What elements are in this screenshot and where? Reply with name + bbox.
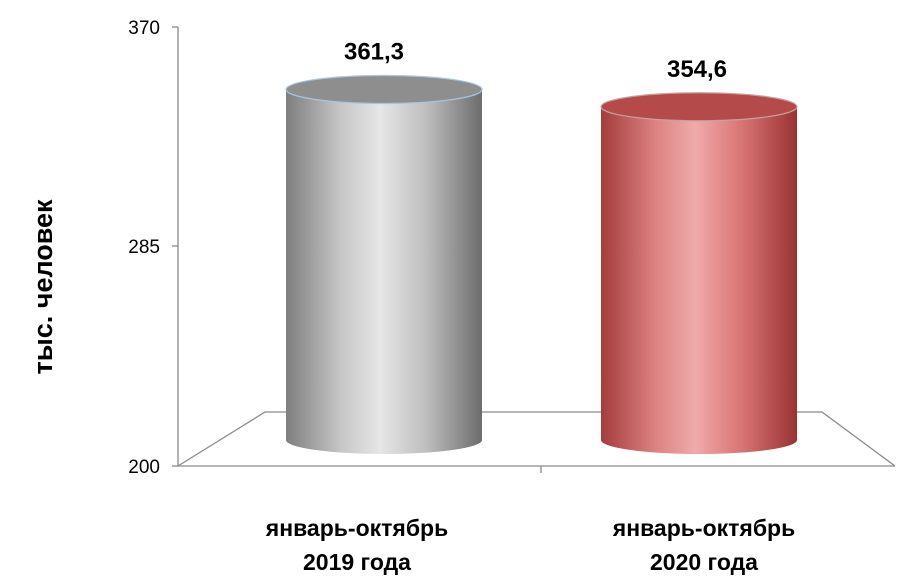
y-tick-labels: 370 285 200: [128, 18, 160, 478]
bar-2019-top: [285, 74, 483, 105]
y-axis-title: тыс. человек: [28, 199, 58, 375]
bar-2020: [600, 92, 798, 454]
y-tick-label-200: 200: [128, 457, 160, 478]
category-label-2019-line2: 2019 года: [303, 549, 411, 575]
data-label-2019: 361,3: [344, 38, 404, 65]
y-tick-label-370: 370: [128, 18, 160, 39]
category-label-2020-line2: 2020 года: [650, 549, 758, 575]
x-category-labels: январь-октябрь 2019 года январь-октябрь …: [265, 515, 795, 575]
bar-2019: [285, 74, 483, 455]
bar-2019-body: [286, 89, 482, 455]
category-label-2019-line1: январь-октябрь: [265, 515, 448, 541]
category-label-2020-line1: январь-октябрь: [612, 515, 795, 541]
bar-2020-top: [600, 92, 798, 122]
data-label-2020: 354,6: [667, 56, 727, 83]
y-tick-label-285: 285: [128, 237, 160, 258]
axes: [172, 26, 896, 473]
bar-2020-body: [601, 106, 797, 454]
floor-outline: [177, 411, 896, 467]
